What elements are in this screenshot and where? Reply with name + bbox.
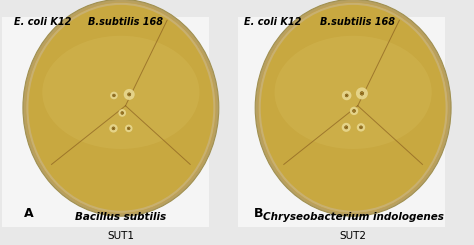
Ellipse shape (274, 36, 432, 149)
Ellipse shape (255, 0, 451, 216)
Ellipse shape (345, 126, 348, 129)
Ellipse shape (258, 2, 448, 213)
Ellipse shape (28, 5, 213, 211)
Ellipse shape (124, 89, 135, 100)
Ellipse shape (128, 94, 130, 95)
Ellipse shape (110, 92, 118, 99)
Ellipse shape (128, 128, 129, 129)
Text: Chryseobacterium indologenes: Chryseobacterium indologenes (263, 212, 444, 222)
Text: B.subtilis 168: B.subtilis 168 (320, 17, 395, 27)
Ellipse shape (346, 95, 347, 96)
Ellipse shape (125, 124, 133, 132)
Text: B: B (254, 207, 263, 220)
Text: E. coli K12: E. coli K12 (244, 17, 301, 27)
Ellipse shape (113, 95, 115, 96)
Text: B.subtilis 168: B.subtilis 168 (88, 17, 163, 27)
Text: SUT1: SUT1 (108, 231, 134, 241)
Text: Bacillus subtilis: Bacillus subtilis (75, 212, 166, 222)
Ellipse shape (361, 93, 363, 94)
Ellipse shape (357, 123, 365, 132)
Ellipse shape (112, 127, 115, 130)
Ellipse shape (42, 36, 200, 149)
Ellipse shape (342, 123, 351, 132)
Ellipse shape (261, 5, 446, 211)
Ellipse shape (128, 93, 131, 96)
Ellipse shape (353, 109, 356, 112)
Ellipse shape (23, 0, 219, 216)
Ellipse shape (342, 91, 351, 100)
Ellipse shape (360, 127, 362, 128)
Ellipse shape (359, 126, 363, 129)
Ellipse shape (356, 87, 368, 99)
Ellipse shape (354, 110, 355, 111)
Text: SUT2: SUT2 (340, 231, 366, 241)
Ellipse shape (122, 112, 123, 114)
Ellipse shape (128, 127, 130, 130)
Ellipse shape (113, 128, 114, 129)
Ellipse shape (121, 111, 124, 114)
Ellipse shape (26, 2, 216, 213)
Text: A: A (24, 207, 33, 220)
Text: E. coli K12: E. coli K12 (14, 17, 72, 27)
Ellipse shape (346, 127, 347, 128)
FancyBboxPatch shape (2, 17, 209, 227)
Ellipse shape (360, 92, 364, 95)
Ellipse shape (345, 94, 348, 97)
Ellipse shape (118, 109, 126, 117)
Ellipse shape (350, 107, 358, 115)
FancyBboxPatch shape (238, 17, 445, 227)
Ellipse shape (112, 94, 115, 97)
Ellipse shape (109, 124, 118, 133)
